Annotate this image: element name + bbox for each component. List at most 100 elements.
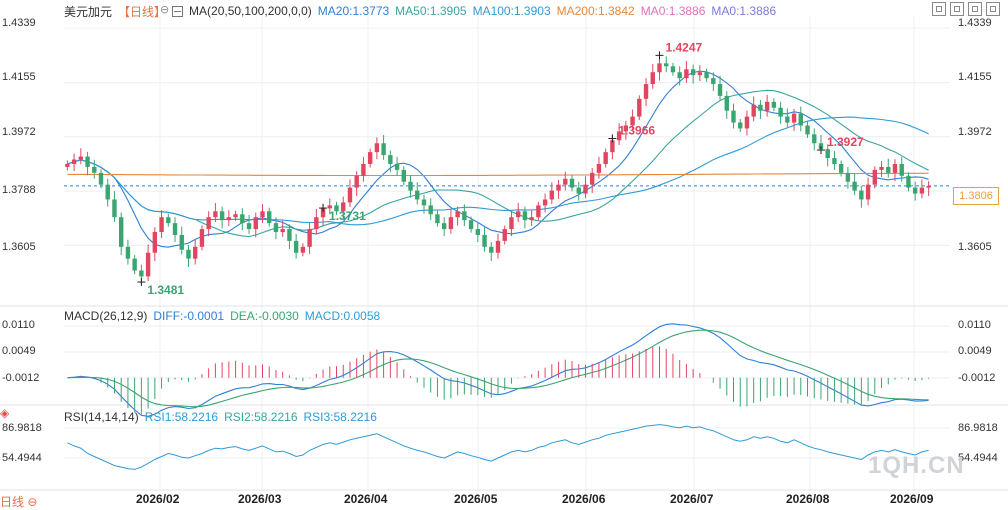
candle-body [139,270,144,277]
candle-body [684,69,689,79]
candle-body [105,184,110,200]
x-tick-2: 2026/03 [238,492,282,506]
candle-body [462,211,467,221]
candle-body [650,72,655,85]
candle-body [347,187,353,203]
candle-body [267,211,272,224]
rsi-params[interactable]: RSI(14,14,14) [64,410,139,424]
macd-axis-right-3: -0.0012 [958,372,996,384]
candle-body [906,175,911,188]
candle-body [758,104,763,111]
candle-body [361,163,366,176]
candle-body [603,152,608,164]
candle-body [805,125,810,135]
period-switch-label: 日线 [0,495,25,509]
x-tick-1: 2026/02 [136,492,180,506]
candle-body [879,166,884,170]
annotation-low-1: 1.3481 [147,283,184,297]
candle-body [240,214,245,224]
symbol-name: 美元加元 [64,4,113,19]
candle-body [549,190,555,200]
candle-body [590,172,595,185]
ma20-value: MA20:1.3773 [317,4,390,18]
macd-params[interactable]: MACD(26,12,9) [64,309,148,323]
ma0b-value: MA0:1.3886 [711,4,777,18]
period-label[interactable]: 【日线】 [118,4,167,19]
candle-body [630,116,635,126]
candle-body [468,220,474,230]
candle-body [448,217,454,230]
candle-body [219,211,225,221]
price-axis-right-1: 1.4339 [958,17,992,29]
candle-body [435,214,440,224]
ma100-value: MA100:1.3903 [472,4,551,18]
ma20-line [67,70,929,248]
candle-body [664,63,669,67]
candle-body [926,185,931,188]
candle-body [697,72,703,76]
candle-body [529,217,534,221]
candle-body [226,217,232,221]
candle-body [441,223,447,230]
toggle-icon[interactable]: ⊖ [160,4,170,16]
settings-icon[interactable] [172,5,184,17]
annotation-low-4: 1.3731 [329,209,366,223]
candle-body [583,184,588,194]
candle-body [536,205,541,218]
candle-body [892,163,898,173]
price-panel-header: 美元加元 【日线】 MA(20,50,100,200,0,0) MA20:1.3… [64,3,776,19]
candle-body [260,211,265,218]
candle-body [778,107,783,117]
candle-body [899,163,904,176]
price-axis-left-3: 1.3972 [2,126,36,138]
candle-body [179,234,184,250]
candle-body [886,166,891,173]
ma-params[interactable]: MA(20,50,100,200,0,0) [189,4,312,18]
candle-body [71,159,77,164]
zoom-in-icon[interactable] [968,2,982,16]
x-tick-5: 2026/06 [562,492,606,506]
annotation-high-2: 1.3966 [618,124,655,138]
candle-body [771,101,777,108]
candle-body [85,156,90,167]
macd-value: MACD:0.0058 [304,309,381,323]
candle-body [482,234,487,247]
ma100-line [67,116,929,226]
candle-body [145,252,151,277]
candle-body [314,217,319,230]
candle-body [320,208,326,218]
rsi1-value: RSI1:58.2216 [144,410,219,424]
price-axis-right-5: 1.3605 [958,241,992,253]
candle-body [798,113,803,126]
fullscreen-icon[interactable] [986,2,1000,16]
macd-dea: DEA:-0.0030 [230,309,299,323]
candle-body [852,181,857,191]
drag-handle-icon[interactable]: ◈ [0,406,10,420]
candle-body [381,143,386,156]
candle-body [556,184,561,191]
toolbar [932,2,1000,16]
candle-body [643,84,649,99]
macd-axis-right-2: 0.0049 [958,345,992,357]
candle-body [623,125,629,132]
candle-body [132,258,137,271]
rsi-axis-left-2: 54.4944 [2,452,42,464]
candle-body [791,113,797,123]
rsi-axis-left-1: 86.9818 [2,422,42,434]
candle-body [670,66,676,73]
candle-body [455,211,460,218]
crosshair-icon[interactable] [932,2,946,16]
macd-diff-line [67,323,929,417]
period-switch[interactable]: 日线 ⊖ [0,493,37,510]
candle-body [690,69,696,76]
candle-body [576,187,581,194]
zoom-out-icon[interactable] [950,2,964,16]
candle-body [273,223,279,233]
ma200-value: MA200:1.3842 [556,4,635,18]
candle-body [832,158,837,164]
annotation-high-0: 1.3927 [827,135,864,149]
candle-body [92,166,97,173]
candle-body [334,205,339,212]
price-axis-right-2: 1.4155 [958,71,992,83]
